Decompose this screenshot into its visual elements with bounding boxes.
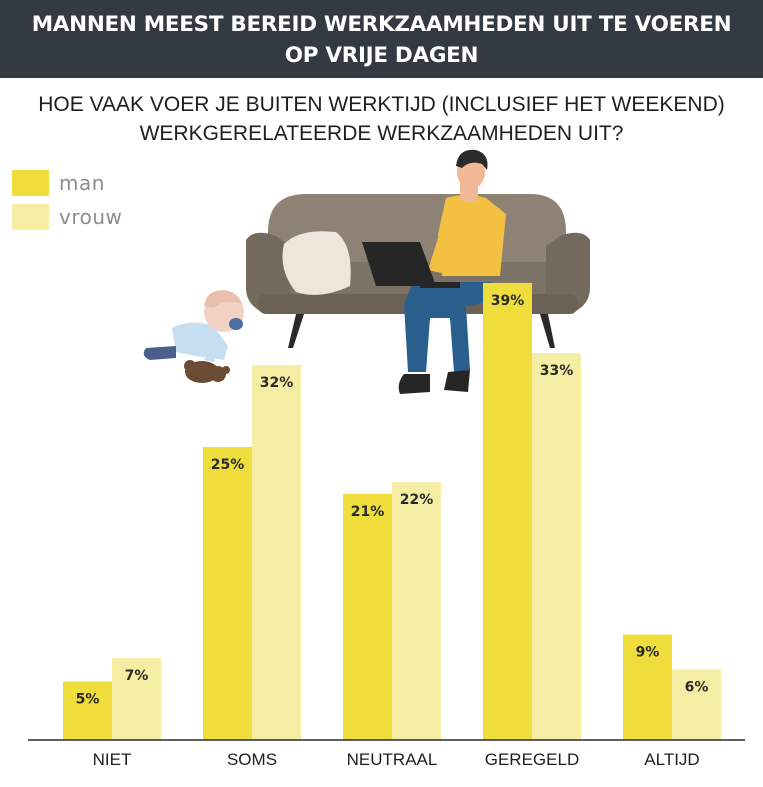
bar-vrouw-neutraal [392,482,441,740]
x-tick-label-neutraal: NEUTRAAL [347,750,438,769]
baby-with-teddy-illustration [143,290,244,383]
chart-subtitle-line-1: HOE VAAK VOER JE BUITEN WERKTIJD (INCLUS… [38,93,725,116]
bar-man-soms [203,447,252,740]
chart-header: MANNEN MEEST BEREID WERKZAAMHEDEN UIT TE… [0,0,763,78]
chart-title-line-1: MANNEN MEEST BEREID WERKZAAMHEDEN UIT TE… [31,12,732,37]
chart-legend: man vrouw [12,166,122,234]
value-label-vrouw-niet: 7% [125,668,149,684]
chart-subtitle-line-2: WERKGERELATEERDE WERKZAAMHEDEN UIT? [139,122,624,145]
value-label-man-geregeld: 39% [491,293,525,309]
legend-item-man: man [12,166,122,200]
x-tick-label-geregeld: GEREGELD [485,750,579,769]
bar-man-altijd [623,634,672,740]
bar-man-geregeld [483,282,532,740]
value-label-man-soms: 25% [211,457,245,473]
value-label-vrouw-geregeld: 33% [540,363,574,379]
legend-label-man: man [59,171,105,195]
chart-subtitle: HOE VAAK VOER JE BUITEN WERKTIJD (INCLUS… [0,90,763,148]
x-tick-label-altijd: ALTIJD [644,750,699,769]
man-with-laptop-illustration [362,149,506,394]
legend-swatch-vrouw [12,204,49,230]
x-tick-label-soms: SOMS [227,750,277,769]
value-label-vrouw-altijd: 6% [685,680,709,696]
bar-vrouw-niet [112,657,161,740]
bar-man-neutraal [343,493,392,740]
legend-swatch-man [12,170,49,196]
value-label-man-altijd: 9% [636,645,660,661]
x-tick-label-niet: NIET [93,750,132,769]
value-label-vrouw-soms: 32% [260,375,294,391]
bar-vrouw-geregeld [532,353,581,740]
chart-title-line-2: OP VRIJE DAGEN [284,43,479,68]
value-label-man-niet: 5% [76,691,100,707]
bar-vrouw-soms [252,364,301,740]
value-label-vrouw-neutraal: 22% [400,492,434,508]
bar-man-niet [63,681,112,740]
legend-label-vrouw: vrouw [59,205,123,229]
legend-item-vrouw: vrouw [12,200,122,234]
bar-vrouw-altijd [672,669,721,740]
value-label-man-neutraal: 21% [351,504,385,520]
